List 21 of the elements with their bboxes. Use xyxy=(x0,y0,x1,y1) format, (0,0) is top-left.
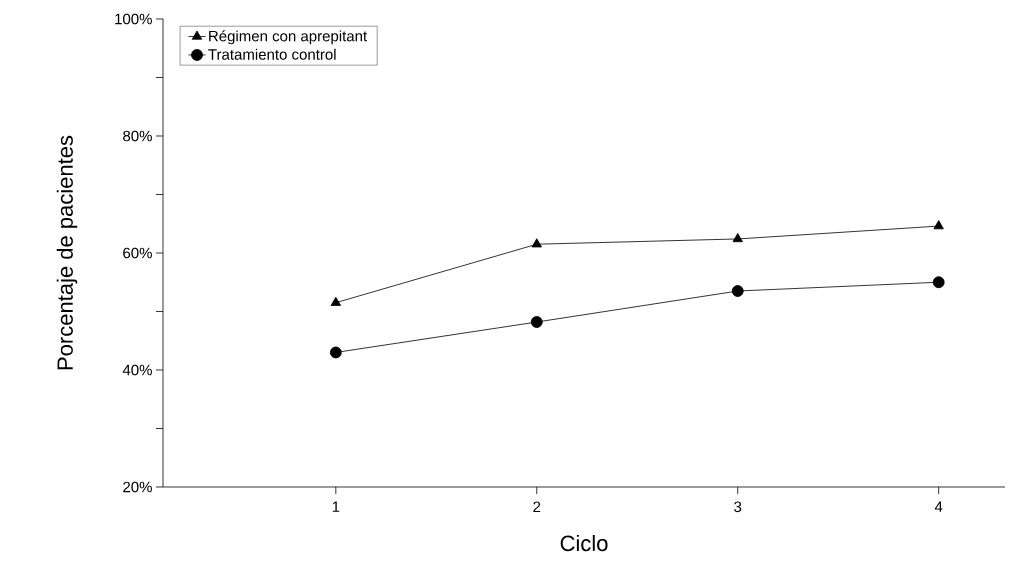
y-tick-label: 20% xyxy=(123,481,152,493)
y-tick-label: 100% xyxy=(115,13,152,25)
point xyxy=(531,238,542,248)
point xyxy=(330,296,341,306)
point xyxy=(731,285,744,297)
x-tick-label: 4 xyxy=(934,501,943,512)
x-tick-label: 1 xyxy=(332,501,340,512)
legend-label: Régimen con aprepitant xyxy=(209,30,368,45)
x-tick-label: 3 xyxy=(734,501,742,513)
point xyxy=(933,220,944,230)
point xyxy=(329,346,342,359)
point xyxy=(732,233,743,243)
x-tick-label: 2 xyxy=(533,501,541,512)
point xyxy=(932,276,945,289)
x-axis-title: Ciclo xyxy=(560,535,608,552)
y-tick-label: 40% xyxy=(122,364,152,376)
legend-label: Tratamiento control xyxy=(208,48,336,60)
y-tick-label: 60% xyxy=(123,247,152,259)
y-tick-label: 80% xyxy=(123,130,152,142)
point xyxy=(530,316,543,328)
y-axis-title: Porcentaje de pacientes xyxy=(56,135,78,370)
